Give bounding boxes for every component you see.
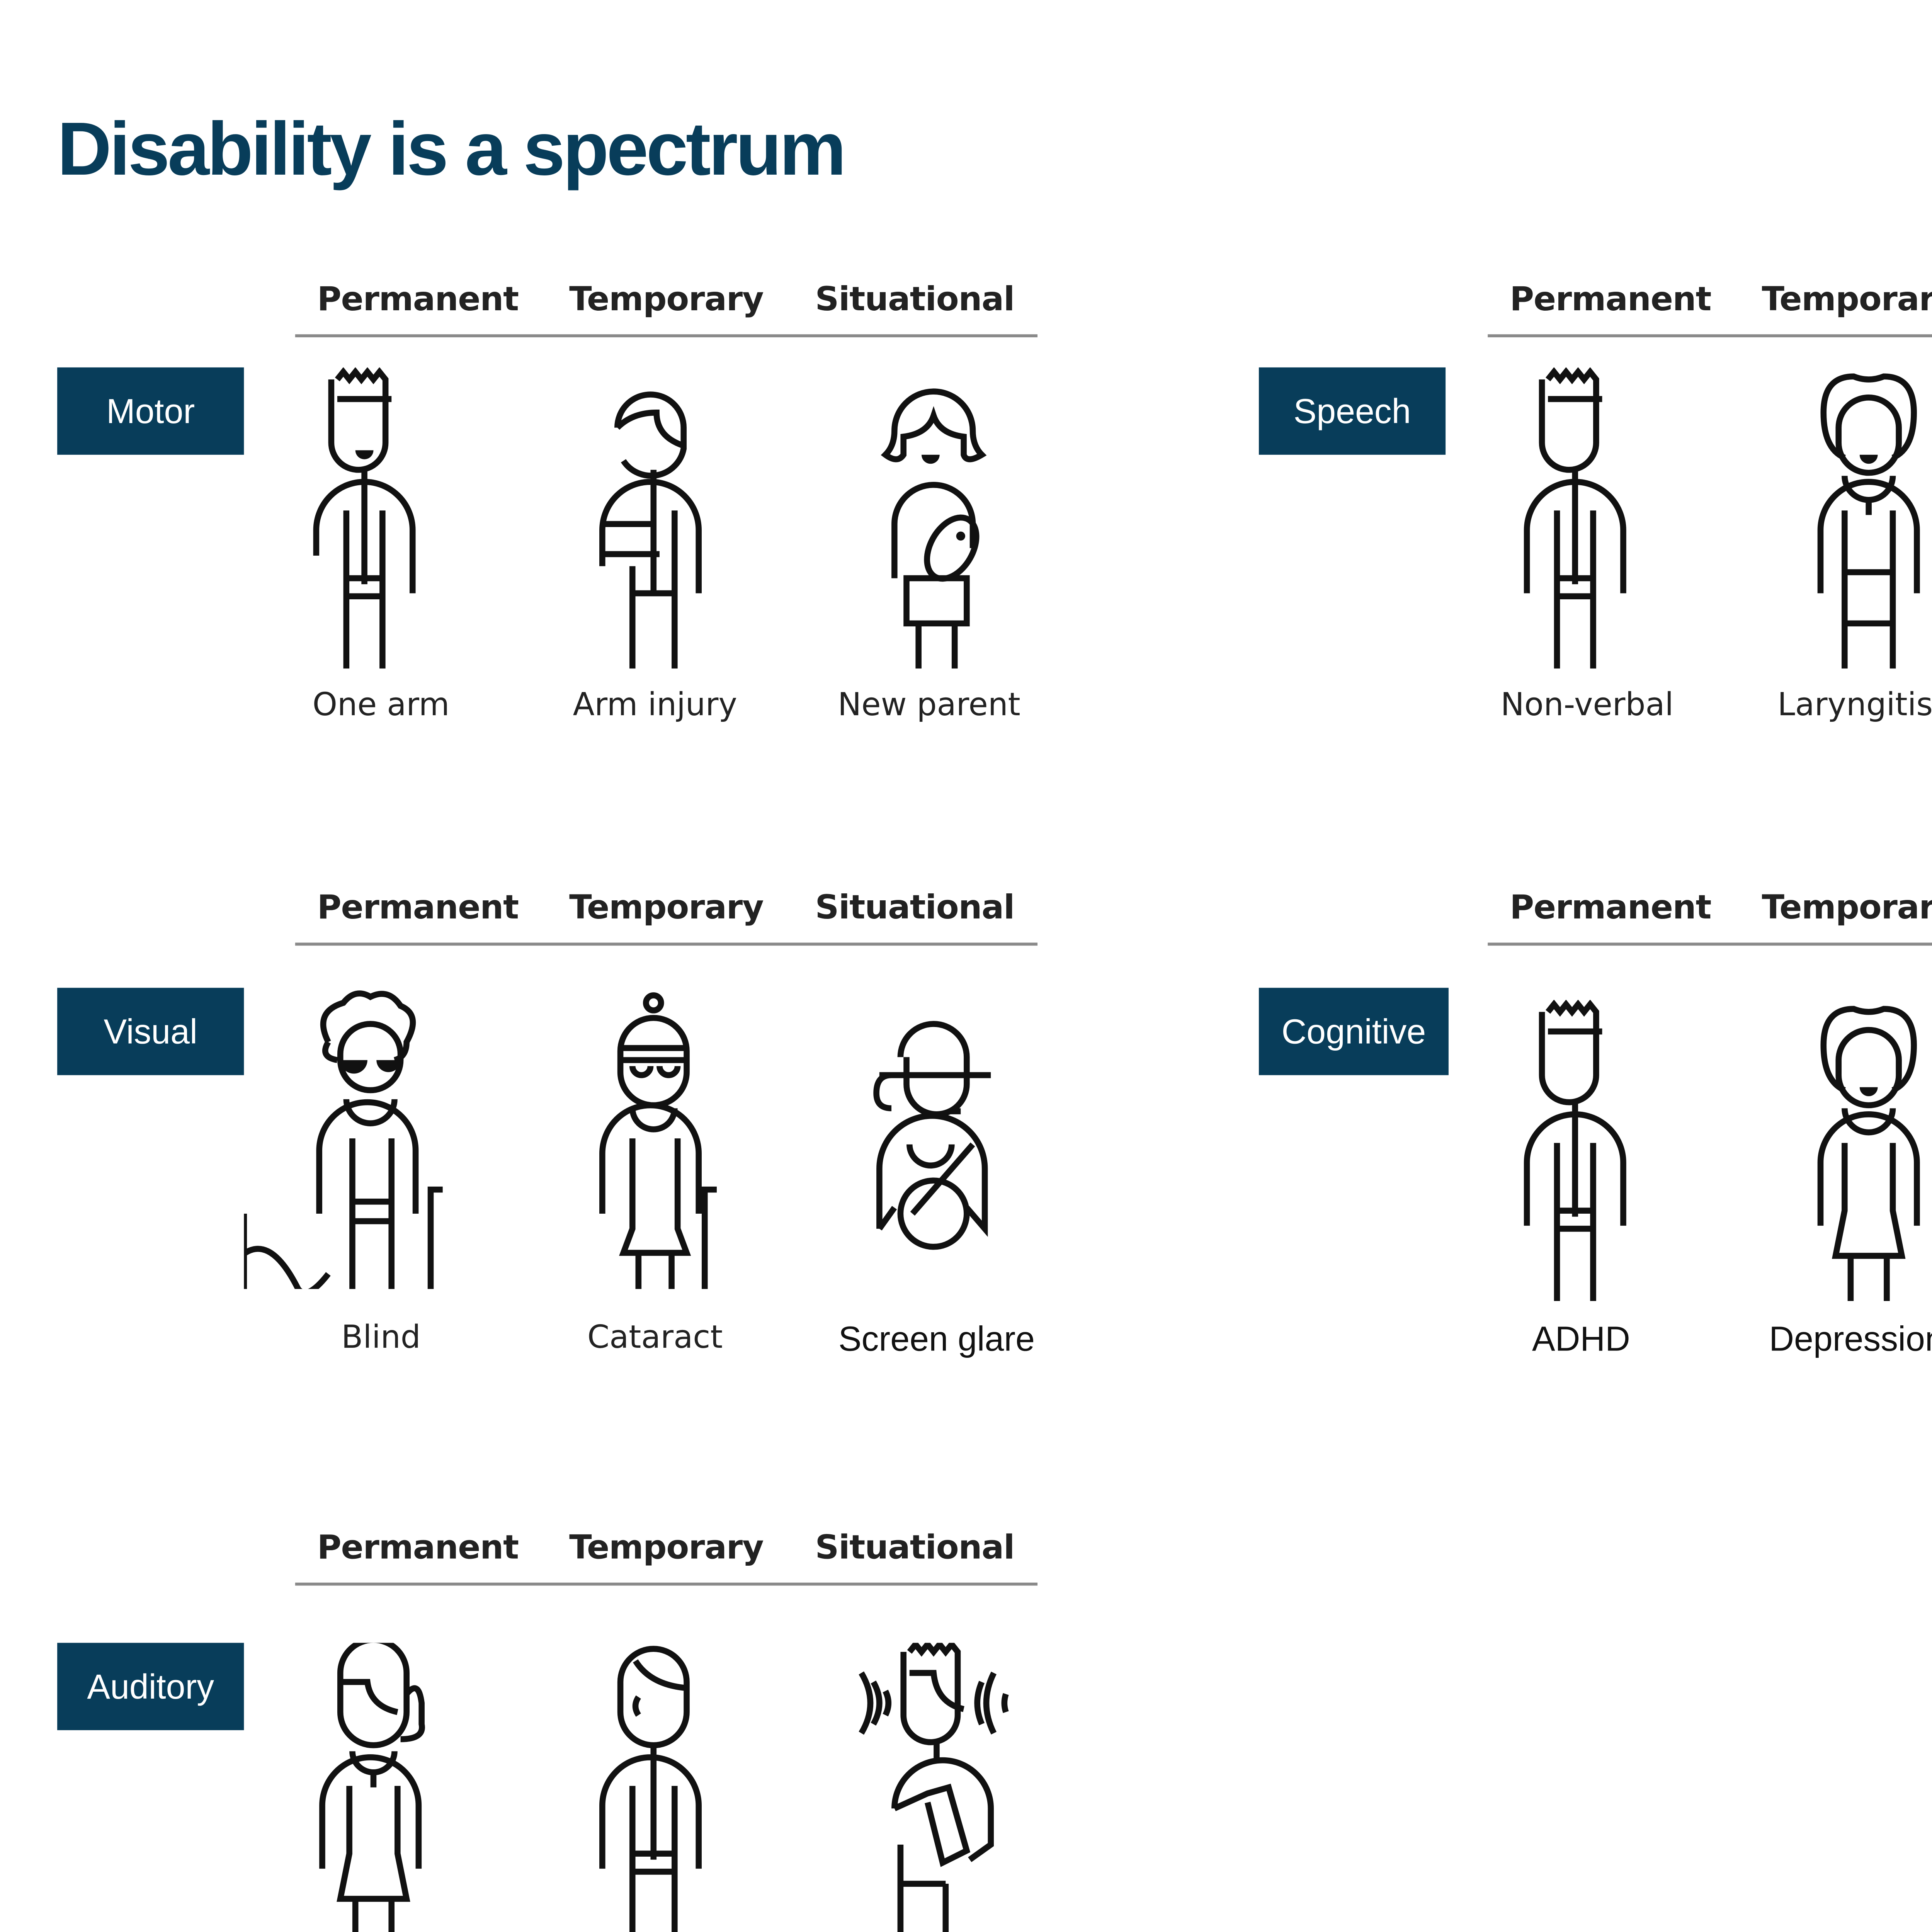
page-title: Disability is a spectrum <box>57 107 846 191</box>
header-situational: Situational <box>815 281 1015 320</box>
category-badge-visual: Visual <box>57 988 244 1075</box>
header-temporary: Temporary <box>1762 890 1932 928</box>
column-headers: Permanent Temporary Situational <box>1486 282 1932 342</box>
person-one-arm-icon <box>250 367 498 669</box>
item-label: Screen glare <box>838 1319 1035 1359</box>
header-temporary: Temporary <box>569 890 764 928</box>
section-motor: Motor Permanent Temporary Situational On… <box>57 282 1111 864</box>
item-label: Arm injury <box>573 687 737 723</box>
header-permanent: Permanent <box>317 1530 519 1568</box>
header-temporary: Temporary <box>1762 281 1932 320</box>
header-divider <box>295 334 1038 337</box>
item-label: Blind <box>341 1319 421 1355</box>
person-ear-infection-icon <box>527 1643 776 1932</box>
item-label: Laryngitis <box>1777 687 1932 723</box>
category-badge-motor: Motor <box>57 367 244 455</box>
person-noisy-room-icon <box>804 1639 1053 1932</box>
header-divider <box>1488 334 1932 337</box>
header-situational: Situational <box>815 890 1015 928</box>
column-headers: Permanent Temporary Situational <box>294 890 1039 950</box>
header-permanent: Permanent <box>1510 890 1711 928</box>
item-label: ADHD <box>1532 1319 1630 1359</box>
category-badge-auditory: Auditory <box>57 1643 244 1730</box>
header-permanent: Permanent <box>317 890 519 928</box>
item-label: Depression <box>1769 1319 1932 1359</box>
person-deaf-icon <box>250 1637 498 1932</box>
person-laryngitis-icon <box>1730 367 1932 669</box>
person-adhd-icon <box>1455 999 1703 1301</box>
item-label: Cataract <box>587 1319 723 1355</box>
person-cataract-cane-icon <box>527 988 776 1297</box>
header-situational: Situational <box>815 1530 1015 1568</box>
category-badge-speech: Speech <box>1259 367 1446 455</box>
category-badge-cognitive: Cognitive <box>1259 988 1449 1075</box>
header-divider <box>1488 942 1932 946</box>
person-screen-glare-icon <box>804 988 1053 1289</box>
section-speech: Speech Permanent Temporary Situational N… <box>1259 282 1932 864</box>
header-temporary: Temporary <box>569 281 764 320</box>
section-cognitive: Cognitive Permanent Temporary Situationa… <box>1259 890 1932 1485</box>
person-holding-baby-icon <box>804 367 1053 669</box>
person-depression-icon <box>1730 1000 1932 1301</box>
column-headers: Permanent Temporary Situational <box>294 282 1039 342</box>
section-visual: Visual Permanent Temporary Situational B… <box>57 890 1111 1485</box>
item-label: One arm <box>312 687 450 723</box>
item-label: Non-verbal <box>1500 687 1674 723</box>
header-permanent: Permanent <box>1510 281 1711 320</box>
item-label: New parent <box>838 687 1020 723</box>
person-arm-sling-icon <box>527 367 776 669</box>
header-divider <box>295 1582 1038 1586</box>
header-temporary: Temporary <box>569 1530 764 1568</box>
section-auditory: Auditory Permanent Temporary Situational… <box>57 1530 1111 1932</box>
column-headers: Permanent Temporary Situational <box>1486 890 1932 950</box>
column-headers: Permanent Temporary Situational <box>294 1530 1039 1590</box>
person-non-verbal-icon <box>1455 367 1703 669</box>
person-blind-guide-dog-icon <box>236 988 492 1297</box>
header-permanent: Permanent <box>317 281 519 320</box>
header-divider <box>295 942 1038 946</box>
